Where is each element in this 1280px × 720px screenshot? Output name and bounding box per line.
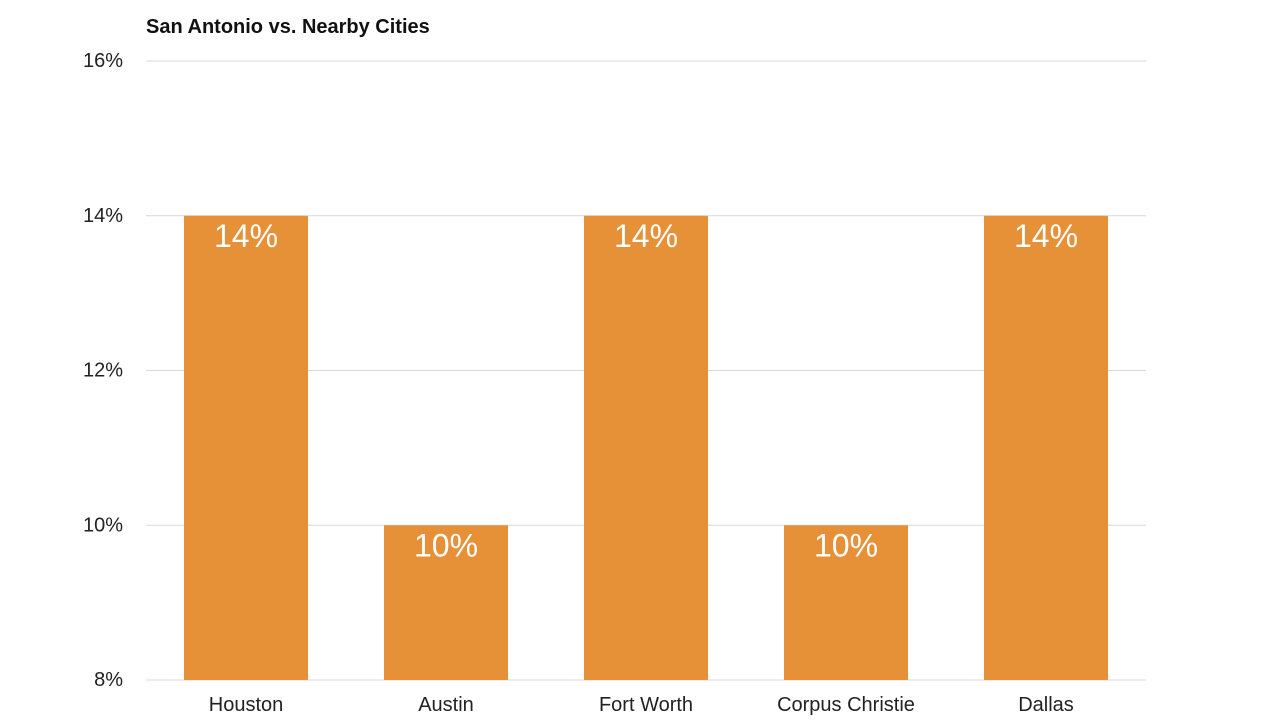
category-label: Dallas xyxy=(1018,694,1074,716)
y-tick-label: 8% xyxy=(94,669,123,691)
category-label: Fort Worth xyxy=(599,694,693,716)
category-label: Austin xyxy=(418,694,474,716)
bar xyxy=(784,525,908,680)
category-label: Houston xyxy=(209,694,284,716)
data-label: 14% xyxy=(1014,218,1078,254)
y-tick-label: 16% xyxy=(83,50,123,72)
y-tick-label: 14% xyxy=(83,205,123,227)
data-label: 14% xyxy=(214,218,278,254)
bar xyxy=(384,525,508,680)
data-label: 10% xyxy=(814,527,878,563)
bar xyxy=(984,215,1108,680)
y-tick-label: 10% xyxy=(83,514,123,536)
bar xyxy=(184,215,308,680)
bar xyxy=(584,215,708,680)
chart-title: San Antonio vs. Nearby Cities xyxy=(146,16,430,38)
bars xyxy=(184,215,1108,680)
y-axis-ticks: 8% 10% 12% 14% 16% xyxy=(83,50,123,691)
y-tick-label: 12% xyxy=(83,360,123,382)
data-labels: 14% 10% 14% 10% 14% xyxy=(214,218,1078,564)
data-label: 10% xyxy=(414,527,478,563)
x-axis-categories: Houston Austin Fort Worth Corpus Christie Da… xyxy=(209,694,1074,716)
category-label: Corpus Christie xyxy=(777,694,915,716)
data-label: 14% xyxy=(614,218,678,254)
